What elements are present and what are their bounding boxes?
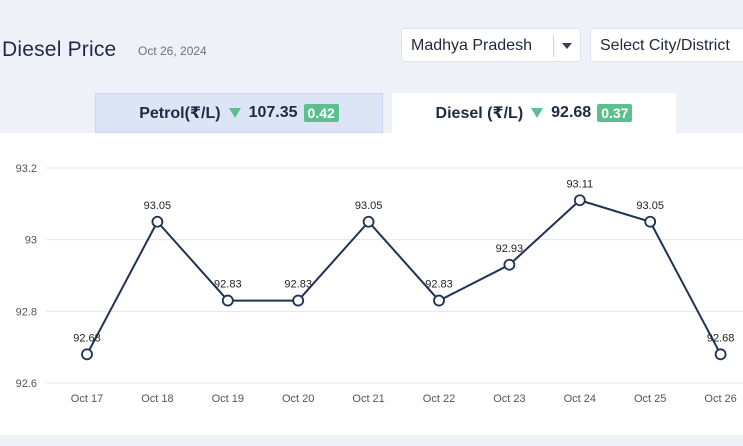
x-tick-label: Oct 22 (423, 393, 455, 405)
tab-petrol[interactable]: Petrol(₹/L) 107.35 0.42 (95, 93, 383, 133)
tab-petrol-label: Petrol(₹/L) (139, 105, 221, 122)
x-tick-label: Oct 20 (282, 393, 314, 405)
data-label: 93.11 (566, 178, 593, 190)
tab-petrol-change-badge: 0.42 (303, 104, 339, 122)
data-label: 92.68 (707, 332, 735, 344)
x-tick-label: Oct 18 (141, 393, 173, 405)
x-tick-label: Oct 19 (212, 393, 244, 405)
select-divider (553, 35, 554, 57)
data-label: 92.83 (284, 279, 312, 291)
city-select[interactable]: Select City/District (590, 28, 743, 62)
chart-panel: 92.6 92.8 93 93.2 92.68 Oct 17 93.05 Oct 18 92.8… (0, 133, 743, 435)
chevron-down-icon[interactable] (562, 43, 572, 49)
data-label: 92.93 (496, 243, 524, 255)
tab-diesel-price: 92.68 (551, 104, 592, 121)
tab-diesel[interactable]: Diesel (₹/L) 92.68 0.37 (392, 93, 676, 133)
y-tick-label: 92.6 (16, 378, 37, 390)
data-point[interactable] (292, 294, 305, 307)
x-tick-label: Oct 21 (352, 393, 384, 405)
tab-petrol-price: 107.35 (248, 104, 298, 121)
data-label: 92.83 (214, 279, 242, 291)
y-tick-label: 93.2 (16, 163, 37, 175)
x-tick-label: Oct 26 (704, 393, 736, 405)
x-tick-label: Oct 17 (71, 393, 103, 405)
data-label: 93.05 (636, 200, 664, 212)
data-point[interactable] (151, 215, 164, 228)
data-point[interactable] (81, 348, 93, 361)
x-tick-label: Oct 24 (564, 393, 596, 405)
x-tick-label: Oct 23 (493, 393, 525, 405)
data-point[interactable] (573, 194, 586, 207)
data-label: 93.05 (355, 200, 383, 212)
tab-diesel-change-badge: 0.37 (597, 104, 633, 122)
city-select-value: Select City/District (600, 37, 730, 54)
y-tick-label: 92.8 (16, 306, 37, 318)
tab-diesel-label: Diesel (₹/L) (435, 105, 524, 122)
price-line-chart: 92.6 92.8 93 93.2 92.68 Oct 17 93.05 Oct 18 92.8… (16, 163, 743, 405)
series-line (86, 199, 722, 355)
state-select-value: Madhya Pradesh (411, 37, 532, 54)
price-date: Oct 26, 2024 (138, 44, 207, 58)
data-point[interactable] (362, 215, 375, 228)
data-point[interactable] (644, 215, 657, 228)
x-tick-label: Oct 25 (634, 393, 666, 405)
data-label: 92.68 (73, 332, 101, 344)
data-point[interactable] (433, 294, 445, 307)
down-triangle-icon (531, 108, 544, 118)
data-point[interactable] (714, 348, 727, 361)
data-point[interactable] (503, 258, 516, 271)
state-select[interactable]: Madhya Pradesh (401, 28, 581, 62)
data-label: 92.83 (425, 279, 453, 291)
y-tick-label: 93 (25, 235, 37, 247)
data-label: 93.05 (144, 200, 172, 212)
page-title: Diesel Price (2, 38, 117, 61)
bottom-strip (0, 435, 743, 446)
data-point[interactable] (221, 294, 234, 307)
down-triangle-icon (228, 108, 241, 118)
page-header: Diesel Price Oct 26, 2024 Madhya Pradesh… (0, 0, 743, 92)
